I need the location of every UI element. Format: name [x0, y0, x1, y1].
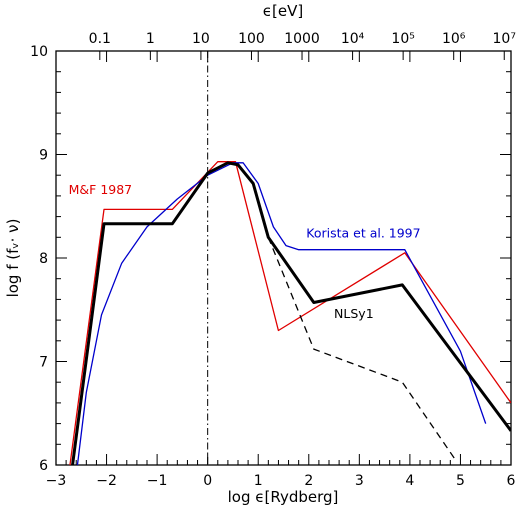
- x-tick-label: −2: [96, 473, 117, 489]
- top-tick-label: 10⁴: [341, 31, 365, 47]
- top-tick-label: 100: [238, 31, 265, 47]
- series-line-korista1997: [76, 162, 487, 465]
- x-tick-label: 5: [456, 473, 465, 489]
- x-tick-label: −3: [46, 473, 67, 489]
- series-annotation: M&F 1987: [69, 182, 133, 197]
- x-tick-label: 3: [355, 473, 364, 489]
- x-tick-label: −1: [147, 473, 168, 489]
- y-axis-label: log f (fᵥ· ν): [4, 219, 22, 298]
- top-tick-label: 10⁷: [493, 31, 516, 47]
- left-ticks: 6 7 8 9 10: [30, 44, 511, 474]
- top-axis-label: ϵ[eV]: [263, 2, 303, 20]
- y-tick-label: 7: [39, 355, 48, 371]
- x-tick-label: 4: [405, 473, 414, 489]
- y-tick-label: 6: [39, 458, 48, 474]
- x-tick-label: 6: [507, 473, 516, 489]
- y-tick-label: 9: [39, 148, 48, 164]
- series-line-dashed: [267, 237, 456, 461]
- y-tick-label: 10: [30, 44, 48, 60]
- series-line-mf1987: [69, 161, 511, 465]
- top-tick-label: 10: [192, 31, 210, 47]
- x-tick-label: 0: [203, 473, 212, 489]
- x-tick-label: 2: [304, 473, 313, 489]
- top-tick-label: 1000: [284, 31, 320, 47]
- series-annotation: NLSy1: [334, 306, 374, 321]
- series-group: [69, 51, 511, 465]
- top-tick-label: 10⁶: [442, 31, 466, 47]
- series-annotation: Korista et al. 1997: [306, 225, 420, 240]
- x-tick-label: 1: [254, 473, 263, 489]
- top-ticks: 0.1 1 10 100 1000 10⁴ 10⁵ 10⁶ 10⁷: [89, 31, 516, 60]
- annotation-group: M&F 1987 Korista et al. 1997 NLSy1: [69, 182, 421, 321]
- x-axis-label: log ϵ[Rydberg]: [228, 488, 339, 506]
- top-tick-label: 10⁵: [391, 31, 414, 47]
- y-tick-label: 8: [39, 251, 48, 267]
- top-tick-label: 1: [146, 31, 155, 47]
- series-line-nlsy1: [71, 161, 511, 465]
- top-tick-label: 0.1: [89, 31, 111, 47]
- bottom-ticks: −3 −2 −1 0 1 2 3 4 5 6: [46, 51, 516, 489]
